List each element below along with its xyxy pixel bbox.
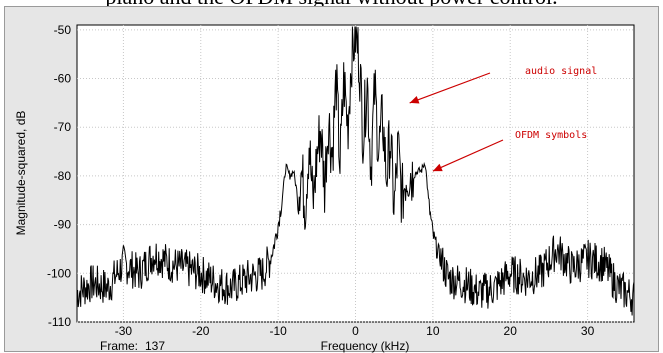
annotation-arrow xyxy=(432,139,504,172)
scope-window: -30 -20 -10 0 10 20 30 -50 -60 -70 -80 -90 -100 -110 … xyxy=(4,6,659,353)
x-tick-label: -20 xyxy=(192,324,210,338)
spectrum-trace xyxy=(76,26,635,316)
x-tick-label: -30 xyxy=(115,324,133,338)
x-tick-label: -10 xyxy=(269,324,287,338)
y-tick-label: -70 xyxy=(54,120,72,134)
annotation: OFDM symbols xyxy=(432,130,587,172)
annotation-label: OFDM symbols xyxy=(515,130,587,141)
x-tick-label: 30 xyxy=(581,324,595,338)
frame-value: 137 xyxy=(145,339,165,353)
frame-status: Frame: 137 xyxy=(100,339,165,353)
y-tick-label: -90 xyxy=(54,218,72,232)
x-axis-label: Frequency (kHz) xyxy=(321,339,410,353)
x-tick-label: 0 xyxy=(352,324,359,338)
spectrum-chart: -30 -20 -10 0 10 20 30-50-60-70-80-90-100-110 … xyxy=(14,23,635,353)
annotations: audio signal OFDM symbols xyxy=(409,66,597,172)
x-tick-label: 20 xyxy=(504,324,518,338)
annotation: audio signal xyxy=(409,66,597,104)
y-tick-label: -60 xyxy=(54,72,72,86)
y-axis-label: Magnitude-squared, dB xyxy=(14,111,28,236)
y-tick-label: -100 xyxy=(47,266,71,280)
axis-ticks: -30 -20 -10 0 10 20 30-50-60-70-80-90-100-110 xyxy=(47,23,595,338)
x-tick-label: 10 xyxy=(426,324,440,338)
frame-label: Frame: xyxy=(100,339,138,353)
annotation-label: audio signal xyxy=(525,66,597,77)
arrow-head xyxy=(409,96,420,104)
y-tick-label: -80 xyxy=(54,169,72,183)
figure-caption: piano and the OFDM signal without power … xyxy=(0,0,663,10)
y-tick-label: -50 xyxy=(54,23,72,37)
y-tick-label: -110 xyxy=(48,315,71,329)
arrow-head xyxy=(432,163,443,172)
annotation-arrow xyxy=(409,72,491,104)
